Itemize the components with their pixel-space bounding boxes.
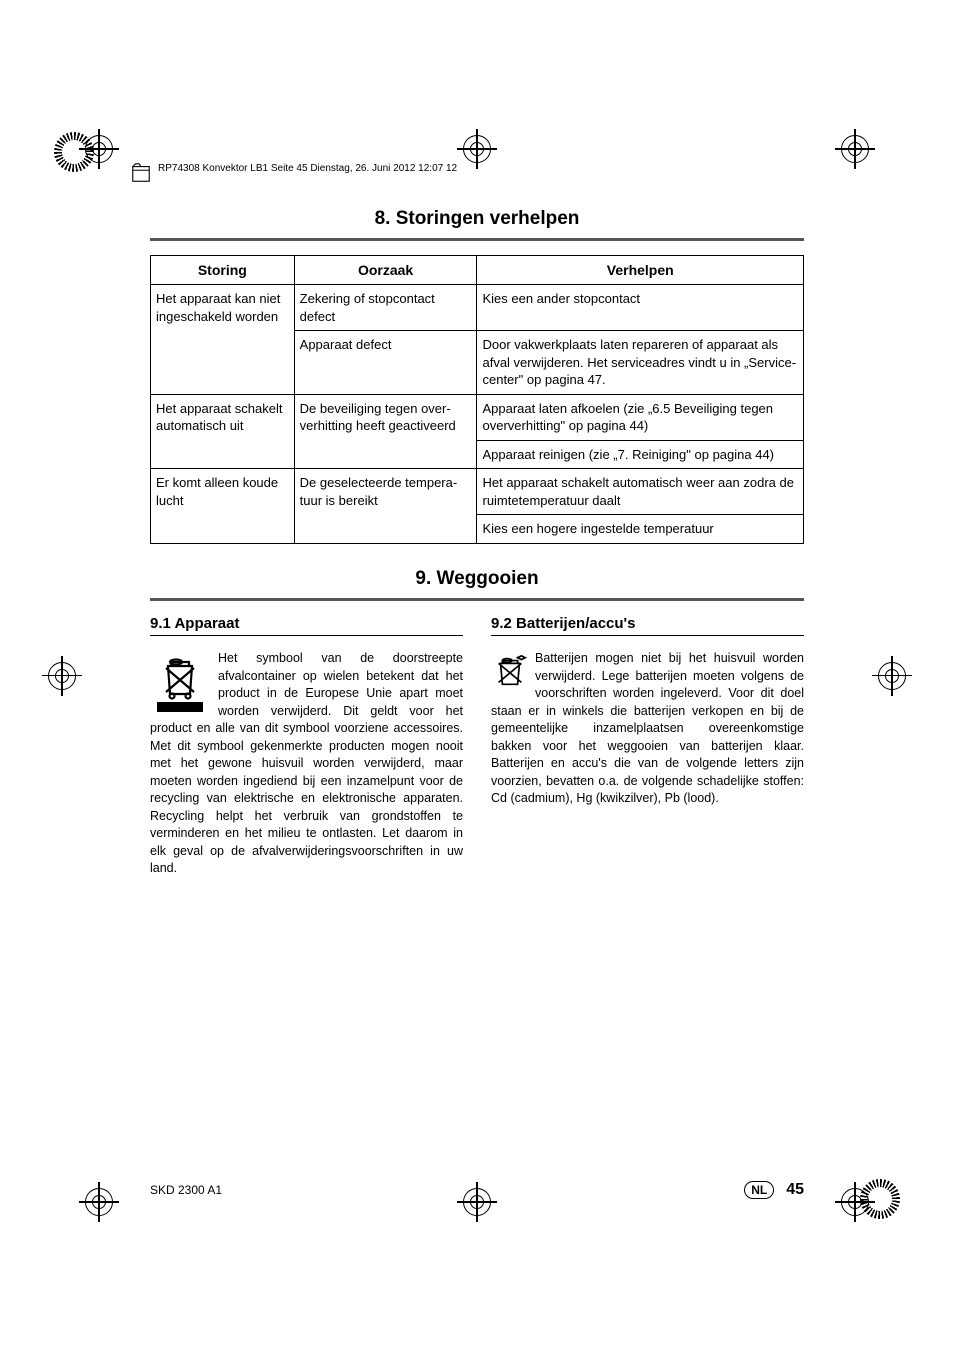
subheading-9-1: 9.1 Apparaat bbox=[150, 615, 463, 636]
cell-fix: Het apparaat schakelt automatisch weer a… bbox=[477, 469, 804, 515]
section-9-title: 9. Weggooien bbox=[150, 544, 804, 598]
crop-mark bbox=[841, 135, 869, 163]
cell-fix: Kies een hogere ingestelde temperatuur bbox=[477, 515, 804, 544]
body-text-9-2: Batterijen mogen niet bij het huisvuil w… bbox=[491, 650, 804, 808]
page-content: RP74308 Konvektor LB1 Seite 45 Dienstag,… bbox=[120, 155, 834, 1196]
table-row: Er komt alleen koude lucht De geselectee… bbox=[151, 469, 804, 515]
cell-fix: Apparaat laten afkoelen (zie „6.5 Beveil… bbox=[477, 394, 804, 440]
cell-fix: Door vakwerkplaats laten repareren of ap… bbox=[477, 331, 804, 395]
crop-mark bbox=[841, 1188, 869, 1216]
section-rule bbox=[150, 598, 804, 601]
text-9-2: Batterijen mogen niet bij het huisvuil w… bbox=[491, 651, 804, 805]
cell-storing: Het apparaat kan niet ingeschakeld worde… bbox=[151, 285, 295, 395]
table-row: Het apparaat kan niet ingeschakeld worde… bbox=[151, 285, 804, 331]
cell-cause: Apparaat defect bbox=[294, 331, 477, 395]
cell-fix: Apparaat reinigen (zie „7. Reiniging" op… bbox=[477, 440, 804, 469]
cell-cause: De geselecteerde tempera­tuur is bereikt bbox=[294, 469, 477, 544]
body-text-9-1: Het symbool van de doorstreepte afvalcon… bbox=[150, 650, 463, 878]
th-storing: Storing bbox=[151, 256, 295, 285]
cell-storing: Het apparaat schakelt automatisch uit bbox=[151, 394, 295, 469]
crop-mark bbox=[878, 662, 906, 690]
section-rule bbox=[150, 238, 804, 241]
battery-bin-icon bbox=[491, 652, 529, 690]
column-9-1: 9.1 Apparaat He bbox=[150, 615, 463, 878]
cell-cause: Zekering of stopcontact defect bbox=[294, 285, 477, 331]
cell-storing: Er komt alleen koude lucht bbox=[151, 469, 295, 544]
footer-page-number: 45 bbox=[786, 1181, 804, 1199]
document-header: RP74308 Konvektor LB1 Seite 45 Dienstag,… bbox=[120, 160, 834, 184]
troubleshoot-table: Storing Oorzaak Verhelpen Het apparaat k… bbox=[150, 255, 804, 544]
crop-mark bbox=[85, 1188, 113, 1216]
footer-model: SKD 2300 A1 bbox=[150, 1183, 222, 1197]
page-footer: SKD 2300 A1 NL 45 bbox=[120, 1181, 834, 1199]
column-9-2: 9.2 Batterijen/accu's Batterijen mogen n… bbox=[491, 615, 804, 878]
crop-mark bbox=[48, 662, 76, 690]
table-row: Het apparaat schakelt automatisch uit De… bbox=[151, 394, 804, 440]
th-verhelpen: Verhelpen bbox=[477, 256, 804, 285]
section-8-title: 8. Storingen verhelpen bbox=[150, 184, 804, 238]
subheading-9-2: 9.2 Batterijen/accu's bbox=[491, 615, 804, 636]
th-oorzaak: Oorzaak bbox=[294, 256, 477, 285]
cell-fix: Kies een ander stopcontact bbox=[477, 285, 804, 331]
cell-cause: De beveiliging tegen over­verhitting hee… bbox=[294, 394, 477, 469]
table-header-row: Storing Oorzaak Verhelpen bbox=[151, 256, 804, 285]
weee-bin-icon bbox=[150, 652, 210, 716]
crop-mark bbox=[85, 135, 113, 163]
footer-lang-badge: NL bbox=[744, 1181, 774, 1199]
